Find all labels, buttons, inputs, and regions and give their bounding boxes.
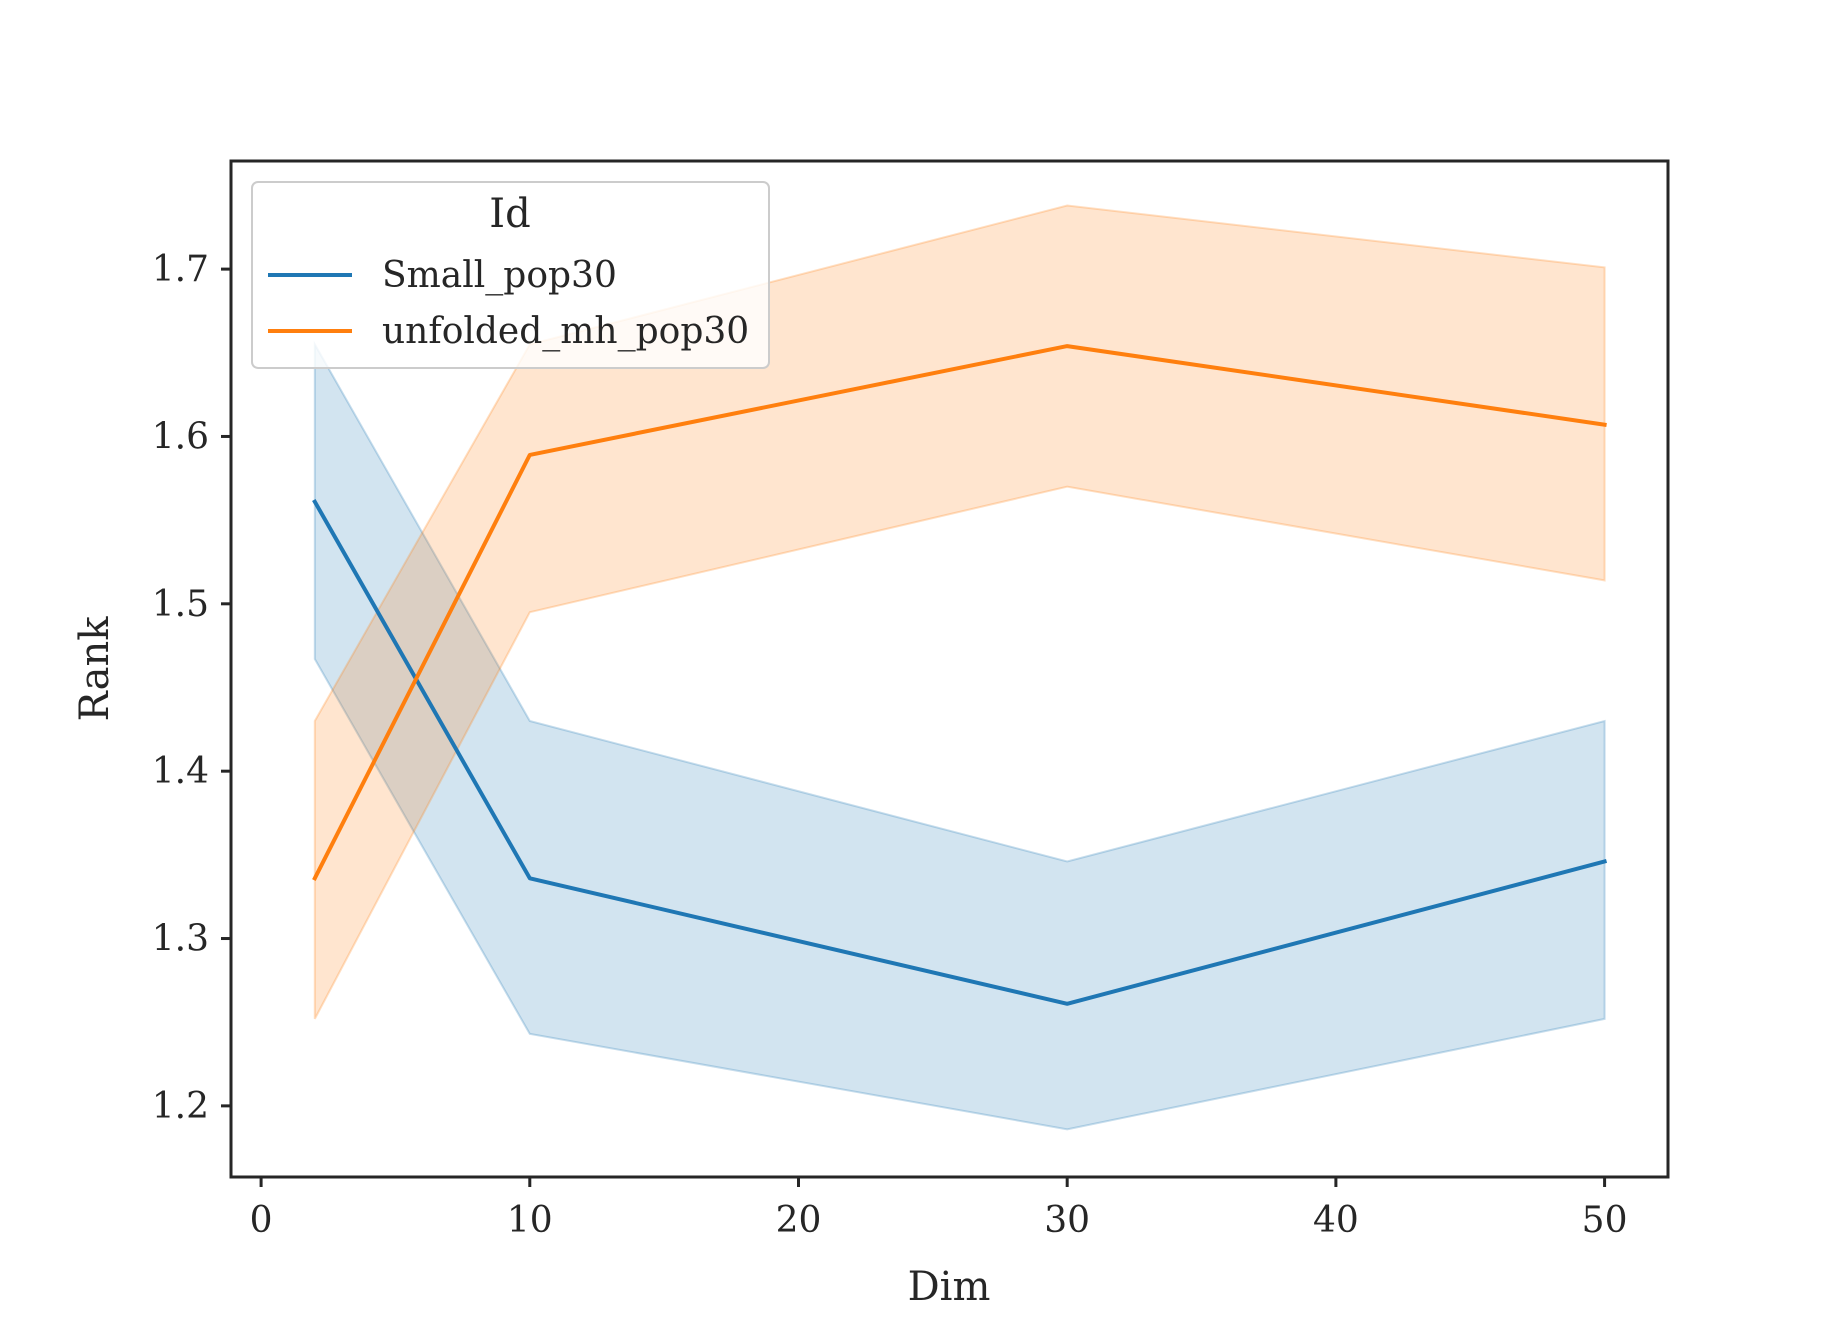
y-axis-ticks: 1.2 1.3 1.4 1.5 1.6 1.7 bbox=[152, 249, 231, 1127]
legend: Id Small_pop30 unfolded_mh_pop30 bbox=[251, 181, 770, 369]
series-line-0 bbox=[312, 498, 1608, 1006]
legend-label-0: Small_pop30 bbox=[382, 255, 617, 296]
x-axis-ticks: 0 10 20 30 40 50 bbox=[250, 1177, 1628, 1241]
x-axis-label: Dim bbox=[908, 1264, 991, 1310]
data-point-1-1 bbox=[528, 453, 532, 457]
data-point-1-3 bbox=[1603, 423, 1607, 427]
legend-label-1: unfolded_mh_pop30 bbox=[382, 311, 749, 352]
legend-title: Id bbox=[489, 191, 530, 237]
series-line-1 bbox=[312, 344, 1607, 881]
x-tick-label: 20 bbox=[776, 1200, 822, 1241]
y-axis-label: Rank bbox=[72, 616, 118, 722]
y-tick-label: 1.6 bbox=[152, 416, 209, 457]
y-tick-label: 1.7 bbox=[152, 249, 209, 290]
data-point-0-2 bbox=[1065, 1002, 1069, 1006]
data-point-1-2 bbox=[1065, 344, 1069, 348]
legend-box bbox=[251, 181, 770, 369]
x-tick-label: 10 bbox=[507, 1200, 553, 1241]
x-tick-label: 30 bbox=[1044, 1200, 1090, 1241]
legend-items: Small_pop30 unfolded_mh_pop30 bbox=[268, 255, 749, 352]
x-tick-label: 0 bbox=[250, 1200, 273, 1241]
y-tick-label: 1.2 bbox=[152, 1086, 209, 1127]
data-point-0-0 bbox=[313, 500, 317, 504]
confidence-band-0 bbox=[313, 340, 1606, 1131]
series-lines bbox=[312, 344, 1608, 1006]
data-point-1-0 bbox=[313, 876, 317, 880]
data-point-0-1 bbox=[528, 876, 532, 880]
x-tick-label: 40 bbox=[1313, 1200, 1359, 1241]
y-tick-label: 1.5 bbox=[152, 584, 209, 625]
y-tick-label: 1.4 bbox=[152, 751, 209, 792]
plot-area-frame bbox=[229, 159, 1670, 1179]
x-tick-label: 50 bbox=[1582, 1200, 1628, 1241]
data-point-0-3 bbox=[1603, 860, 1607, 864]
y-tick-label: 1.3 bbox=[152, 919, 209, 960]
